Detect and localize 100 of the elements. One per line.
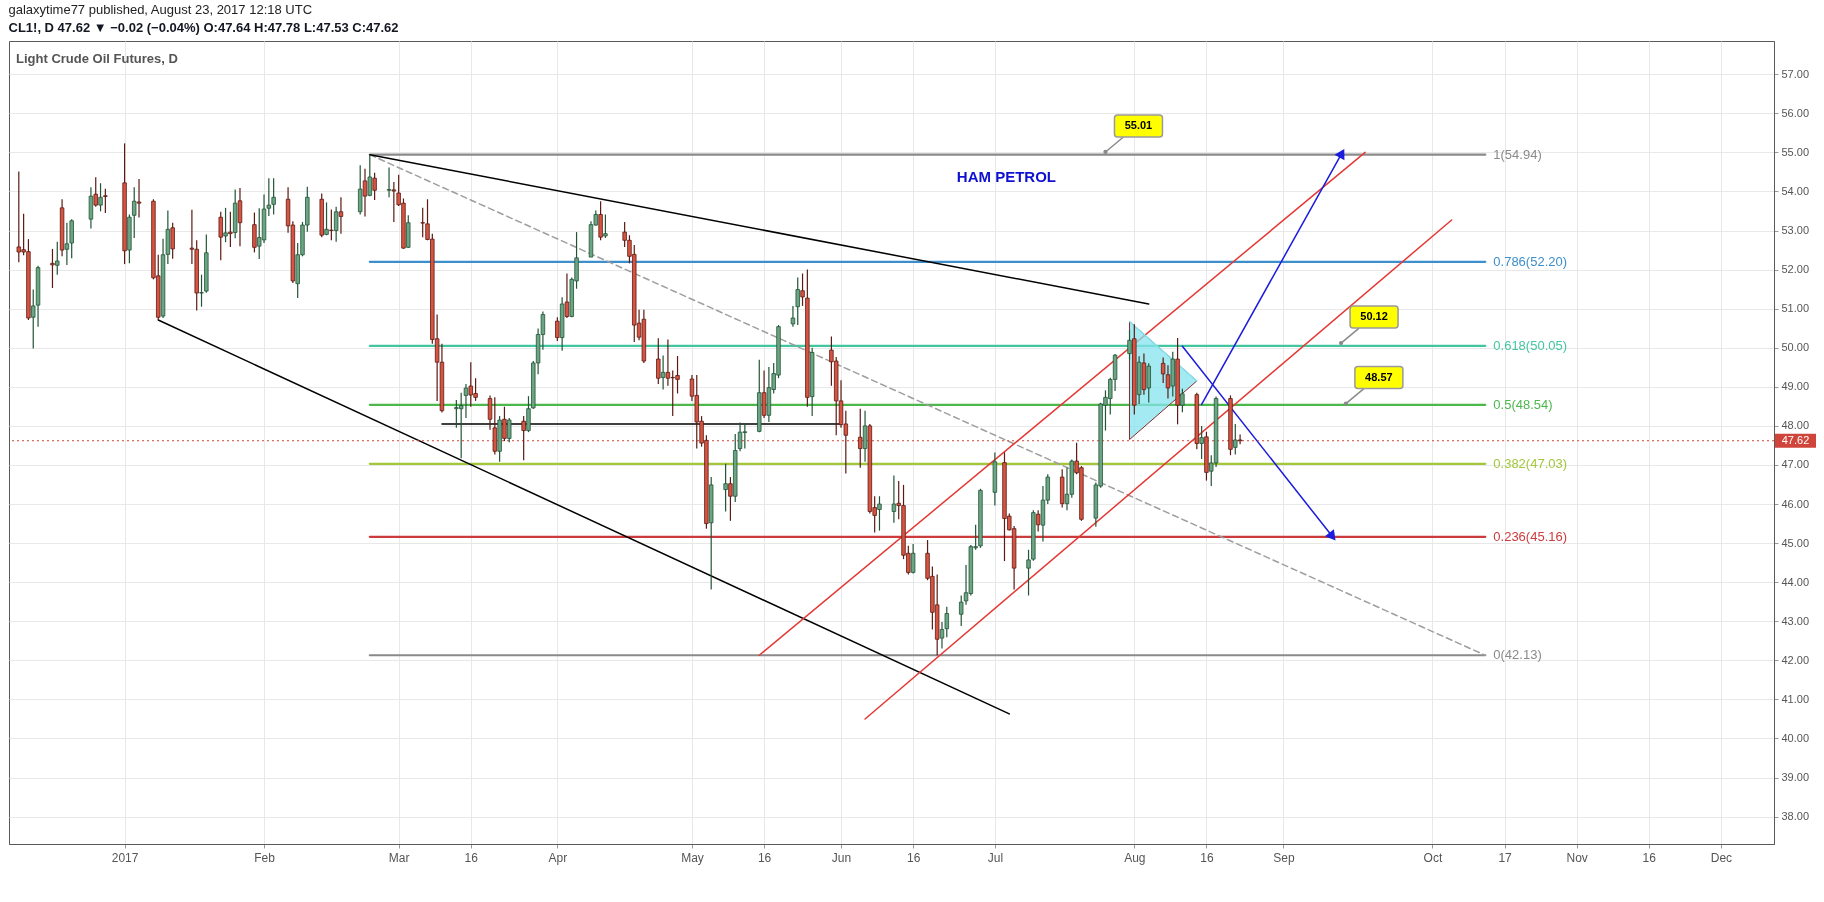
candlestick: [891, 474, 897, 524]
candlestick: [64, 222, 70, 266]
candlestick: [492, 396, 498, 456]
candlestick: [324, 201, 329, 236]
y-tick-label: 45.00: [1781, 536, 1810, 549]
candlestick: [55, 241, 60, 276]
series-label: 0.786(52.20): [1493, 253, 1568, 269]
y-tick-label: 57.00: [1781, 67, 1810, 80]
x-tick-label: 17: [1498, 850, 1513, 865]
x-tick-label: Jun: [831, 850, 852, 865]
candlestick: [367, 154, 373, 197]
candlestick: [463, 383, 469, 419]
annotation: 50.12: [1360, 310, 1388, 323]
y-tick-label: 53.00: [1781, 224, 1810, 237]
candlestick: [372, 172, 377, 201]
candlestick: [103, 188, 108, 214]
candlestick: [507, 417, 512, 443]
candlestick: [858, 408, 863, 469]
candlestick: [338, 196, 344, 235]
candlestick: [170, 222, 175, 260]
x-tick-label: May: [681, 850, 704, 865]
candlestick: [223, 207, 228, 243]
series-label: 0(42.13): [1493, 647, 1542, 663]
ref-line-label: 47.62: [1781, 433, 1810, 446]
y-tick-label: 40.00: [1781, 732, 1810, 744]
candlestick: [218, 211, 223, 261]
candlestick: [603, 213, 608, 239]
candlestick: [555, 316, 560, 342]
y-tick-label: 39.00: [1781, 771, 1810, 784]
candlestick: [877, 495, 882, 532]
candlestick: [1233, 423, 1238, 456]
y-tick-label: 56.00: [1781, 106, 1810, 119]
x-tick-label: Feb: [254, 850, 276, 865]
y-tick-label: 38.00: [1781, 810, 1810, 823]
candlestick: [728, 476, 733, 522]
candlestick: [50, 248, 55, 289]
x-tick-label: Oct: [1423, 850, 1443, 865]
candlestick: [333, 206, 339, 243]
candlestick: [1199, 425, 1204, 460]
candlestick: [1165, 364, 1171, 400]
candlestick: [357, 164, 363, 216]
candlestick: [656, 337, 661, 385]
y-tick-label: 47.00: [1781, 458, 1810, 471]
y-tick-label: 41.00: [1781, 692, 1810, 705]
candlestick: [237, 187, 243, 247]
candlestick: [136, 178, 142, 219]
x-tick-label: Jul: [987, 850, 1004, 865]
x-tick-label: 16: [464, 850, 479, 865]
candlestick: [132, 186, 137, 239]
candlestick: [862, 410, 868, 463]
candlestick: [742, 423, 748, 450]
y-tick-label: 52.00: [1781, 263, 1810, 276]
series-label: 0.236(45.16): [1493, 528, 1568, 544]
candlestick: [16, 170, 22, 263]
y-tick-label: 49.00: [1781, 380, 1810, 393]
candlestick: [910, 543, 916, 575]
candlestick: [386, 167, 392, 198]
x-tick-label: Nov: [1566, 850, 1588, 865]
series-label: 0.618(50.05): [1493, 337, 1568, 353]
candlestick: [1127, 329, 1132, 361]
candlestick: [598, 200, 603, 241]
series-label: 1(54.94): [1493, 146, 1542, 162]
annotation: 55.01: [1124, 118, 1153, 131]
candlestick: [391, 181, 397, 223]
y-tick-label: 48.00: [1781, 419, 1810, 432]
candlestick: [1180, 388, 1185, 413]
y-tick-label: 55.00: [1781, 145, 1810, 158]
annotation: HAM PETROL: [956, 168, 1056, 185]
x-tick-label: Aug: [1124, 850, 1146, 865]
series-label: 0.5(48.54): [1493, 396, 1553, 412]
candlestick: [1146, 362, 1151, 404]
series-label: 0.382(47.03): [1493, 455, 1568, 471]
x-tick-label: Dec: [1710, 850, 1733, 865]
candlestick: [665, 338, 671, 387]
chart-subtitle: CL1!, D 47.62 ▼ −0.02 (−0.04%) O:47.64 H:47.78 L:47.53 C:47.62: [8, 20, 399, 35]
candlestick: [795, 276, 800, 326]
y-tick-label: 51.00: [1781, 302, 1810, 315]
candlestick: [228, 211, 233, 248]
y-tick-label: 43.00: [1781, 614, 1810, 627]
candlestick: [329, 208, 334, 241]
candlestick: [199, 274, 204, 308]
candlestick: [660, 354, 666, 391]
y-tick-label: 42.00: [1781, 653, 1810, 666]
x-tick-label: Apr: [548, 850, 568, 865]
candlestick: [1035, 509, 1041, 532]
chart-title: galaxytime77 published, August 23, 2017 12:18 UTC: [8, 2, 313, 17]
candlestick: [88, 186, 94, 230]
candlestick: [1237, 433, 1243, 445]
candlestick: [98, 182, 103, 212]
y-tick-label: 54.00: [1781, 184, 1810, 197]
candlestick: [93, 176, 98, 208]
candlestick: [761, 369, 767, 419]
x-tick-label: Sep: [1273, 850, 1295, 865]
x-tick-label: 16: [757, 850, 772, 865]
candlestick: [564, 272, 570, 319]
x-tick-label: 16: [906, 850, 921, 865]
candlestick: [252, 211, 257, 253]
x-tick-label: 16: [1200, 850, 1214, 865]
y-tick-label: 46.00: [1781, 497, 1810, 510]
x-tick-label: 2017: [111, 850, 139, 865]
